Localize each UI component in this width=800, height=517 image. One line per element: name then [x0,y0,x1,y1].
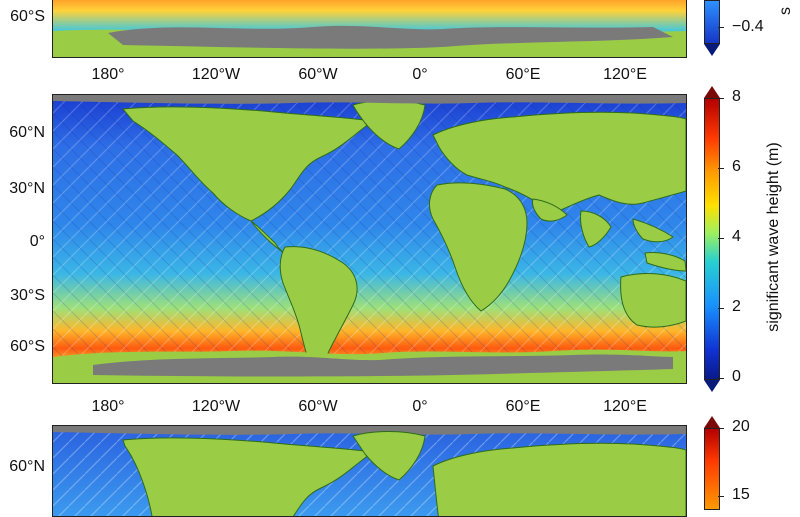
middle-lon-label: 120°W [191,398,241,415]
middle-lon-label: 60°W [298,398,338,415]
middle-colorbar-tick [718,378,724,379]
bottom-colorbar [704,428,720,510]
top-lon-label: 120°E [603,66,647,83]
middle-colorbar-bottom-triangle [704,380,720,392]
middle-colorbar-tick [718,168,724,169]
middle-colorbar-tick-label: 8 [732,88,741,105]
top-lon-label: 60°E [505,66,541,83]
top-lon-label: 120°W [191,66,241,83]
middle-lon-label: 180° [91,398,125,415]
middle-colorbar-tick-label: 0 [732,368,741,385]
top-colorbar-end-triangle [704,44,720,56]
top-colorbar-tick [718,27,724,28]
middle-lon-label: 120°E [603,398,647,415]
bottom-colorbar-top-triangle [704,416,720,428]
significant-wave-height-map [53,95,686,383]
middle-lat-label-60n: 60°N [9,124,45,141]
top-map-panel [52,0,687,58]
top-lon-label: 60°W [298,66,338,83]
top-lon-label: 0° [412,66,428,83]
middle-colorbar-tick [718,98,724,99]
top-colorbar-tick-label: −0.4 [732,18,764,35]
top-colorbar [704,0,720,44]
top-map-graphic [53,0,686,57]
middle-map-panel [52,94,687,384]
middle-colorbar-tick [718,238,724,239]
bottom-colorbar-tick [718,496,724,497]
top-lat-label-60s: 60°S [10,8,45,25]
top-colorbar-title-fragment: s [777,7,794,15]
middle-colorbar [704,98,720,380]
middle-lat-label-30n: 30°N [9,180,45,197]
middle-colorbar-tick [718,308,724,309]
middle-lon-label: 60°E [505,398,541,415]
middle-colorbar-top-triangle [704,86,720,98]
middle-colorbar-tick-label: 4 [732,228,741,245]
bottom-colorbar-tick [718,428,724,429]
bottom-colorbar-tick-label: 15 [732,486,750,503]
top-lon-label: 180° [91,66,125,83]
middle-colorbar-tick-label: 6 [732,158,741,175]
middle-lat-label-60s: 60°S [10,338,45,355]
bottom-colorbar-tick-label: 20 [732,418,750,435]
middle-colorbar-title: significant wave height (m) [765,142,782,332]
middle-colorbar-tick-label: 2 [732,298,741,315]
middle-lon-label: 0° [412,398,428,415]
bottom-map-panel [52,425,687,517]
bottom-lat-label-60n: 60°N [9,458,45,475]
middle-lat-label-30s: 30°S [10,287,45,304]
bottom-map-graphic [53,426,686,516]
middle-lat-label-0: 0° [29,233,45,250]
